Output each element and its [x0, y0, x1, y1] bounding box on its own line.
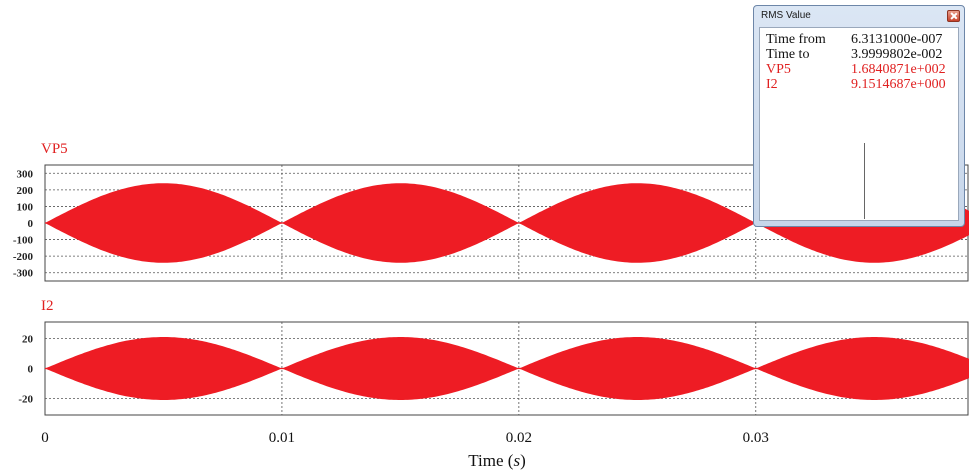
- rms-window-titlebar[interactable]: RMS Value: [754, 6, 964, 26]
- x-tick-label: 0.01: [269, 430, 295, 446]
- x-axis-label-unit: s: [513, 451, 520, 470]
- rms-row-label: I2: [766, 77, 778, 92]
- vp5-y-tick-label: 300: [17, 168, 34, 180]
- vp5-y-tick-label: 200: [17, 185, 34, 197]
- vp5-y-tick-label: -200: [13, 251, 34, 263]
- rms-cursor-line: [864, 143, 865, 219]
- rms-row-value: 6.3131000e-007: [851, 32, 943, 47]
- x-axis-label-prefix: Time (: [468, 451, 514, 470]
- x-tick-label: 0.02: [506, 430, 532, 446]
- x-axis-label-suffix: ): [520, 451, 526, 470]
- rms-row-value: 9.1514687e+000: [851, 77, 946, 92]
- close-icon[interactable]: [947, 10, 960, 22]
- rms-window-title: RMS Value: [761, 10, 811, 21]
- i2-panel: I2 20 0 -20: [18, 298, 969, 416]
- rms-value-window[interactable]: RMS Value Time from 6.3131000e-007 Time …: [753, 5, 965, 227]
- i2-panel-title: I2: [41, 298, 54, 314]
- vp5-y-tick-label: -100: [13, 235, 34, 247]
- rms-row-label: VP5: [766, 62, 791, 77]
- i2-y-tick-label: 0: [28, 364, 34, 376]
- rms-row-value: 3.9999802e-002: [851, 47, 943, 62]
- i2-y-tick-label: 20: [22, 334, 34, 346]
- x-tick-label: 0: [41, 430, 49, 446]
- vp5-y-tick-label: 100: [17, 201, 34, 213]
- x-axis: 0 0.01 0.02 0.03 Time (s): [41, 430, 769, 470]
- rms-values-pane: Time from 6.3131000e-007 Time to 3.99998…: [759, 27, 959, 221]
- x-tick-label: 0.03: [743, 430, 769, 446]
- x-axis-label: Time (s): [468, 451, 526, 470]
- rms-row-label: Time from: [766, 32, 826, 47]
- vp5-y-tick-label: -300: [13, 268, 34, 280]
- vp5-y-tick-label: 0: [28, 218, 34, 230]
- vp5-panel-title: VP5: [41, 141, 68, 157]
- rms-row-label: Time to: [766, 47, 810, 62]
- i2-y-tick-label: -20: [18, 394, 33, 406]
- rms-row-value: 1.6840871e+002: [851, 62, 946, 77]
